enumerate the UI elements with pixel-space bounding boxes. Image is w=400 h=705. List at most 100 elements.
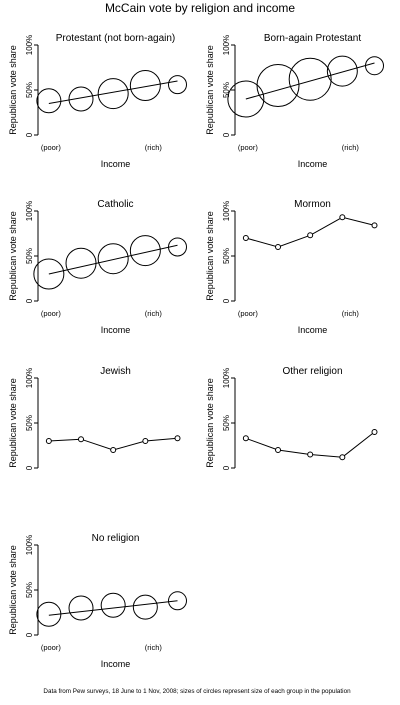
- data-point: [45, 438, 52, 444]
- x-tick-label: (rich): [342, 143, 360, 152]
- y-tick-label: 0: [25, 632, 34, 637]
- x-axis-label: Income: [101, 659, 131, 669]
- data-point: [97, 243, 129, 275]
- panel-title: Born-again Protestant: [264, 33, 362, 44]
- panels: 0 50% 100% Republican vote share Protestant …: [8, 33, 384, 669]
- y-axis-label: Republican vote share: [8, 211, 18, 301]
- x-tick-label: (rich): [342, 309, 360, 318]
- y-tick-label: 100%: [25, 35, 34, 55]
- y-tick-label: 0: [25, 298, 34, 303]
- x-tick-label: (rich): [145, 143, 163, 152]
- data-point: [371, 222, 378, 229]
- y-tick-label: 50%: [222, 248, 231, 264]
- y-tick-label: 0: [222, 298, 231, 303]
- panel-title: No religion: [92, 533, 140, 544]
- data-point: [68, 595, 94, 621]
- data-point: [36, 88, 62, 114]
- data-point: [227, 80, 265, 118]
- data-point: [307, 451, 314, 458]
- panel-title: Mormon: [294, 199, 331, 210]
- data-point: [275, 244, 282, 250]
- trend-line: [48, 600, 178, 616]
- data-point: [365, 56, 384, 76]
- data-point: [174, 435, 181, 442]
- data-point: [110, 447, 117, 453]
- panel-title: Jewish: [100, 366, 131, 377]
- data-point: [97, 78, 129, 110]
- data-point: [275, 447, 282, 453]
- x-axis-label: Income: [298, 325, 328, 335]
- data-point: [288, 57, 332, 101]
- trend-line: [245, 62, 375, 100]
- data-point: [68, 86, 94, 112]
- y-tick-label: 50%: [25, 248, 34, 264]
- data-point: [100, 592, 126, 618]
- panel-protestant-not-born-again: 0 50% 100% Republican vote share Protestant …: [8, 33, 187, 169]
- x-tick-label: (poor): [41, 643, 62, 652]
- y-tick-label: 50%: [25, 82, 34, 98]
- data-point: [371, 429, 378, 435]
- x-tick-label: (poor): [238, 143, 259, 152]
- panel-title: Other religion: [282, 366, 342, 377]
- data-point: [307, 232, 314, 239]
- data-point: [242, 235, 249, 241]
- x-tick-label: (poor): [41, 143, 62, 152]
- data-point: [339, 214, 346, 221]
- data-point: [129, 70, 161, 101]
- trend-line: [48, 80, 178, 104]
- y-axis-label: Republican vote share: [8, 545, 18, 635]
- panel-title: Protestant (not born-again): [56, 33, 176, 44]
- x-axis-label: Income: [101, 325, 131, 335]
- chart-title: McCain vote by religion and income: [105, 1, 295, 15]
- x-tick-label: (poor): [41, 309, 62, 318]
- data-point: [242, 435, 249, 442]
- data-point: [142, 438, 149, 444]
- y-tick-label: 50%: [222, 415, 231, 431]
- x-tick-label: (poor): [238, 309, 259, 318]
- panel-no-religion: 0 50% 100% Republican vote share No religion…: [8, 533, 187, 669]
- x-tick-label: (rich): [145, 309, 163, 318]
- y-tick-label: 0: [25, 132, 34, 137]
- y-tick-label: 100%: [222, 35, 231, 55]
- chart-footnote: Data from Pew surveys, 18 June to 1 Nov,…: [43, 688, 351, 695]
- data-point: [33, 258, 65, 290]
- y-tick-label: 0: [222, 465, 231, 470]
- y-tick-label: 100%: [25, 201, 34, 221]
- data-point: [326, 55, 358, 87]
- y-tick-label: 100%: [25, 368, 34, 388]
- y-tick-label: 100%: [222, 368, 231, 388]
- y-axis-label: Republican vote share: [8, 45, 18, 135]
- x-axis-label: Income: [101, 159, 131, 169]
- y-tick-label: 0: [222, 132, 231, 137]
- y-tick-label: 100%: [25, 535, 34, 555]
- y-tick-label: 100%: [222, 201, 231, 221]
- panel-catholic: 0 50% 100% Republican vote share Catholic (po…: [8, 199, 187, 335]
- y-tick-label: 50%: [25, 415, 34, 431]
- trend-line: [48, 244, 178, 275]
- panel-mormon: 0 50% 100% Republican vote share Mormon (poor…: [205, 199, 378, 335]
- x-axis-label: Income: [298, 159, 328, 169]
- data-point: [168, 591, 187, 611]
- data-point: [129, 235, 161, 267]
- series-line: [245, 216, 375, 248]
- panel-jewish: 0 50% 100% Republican vote share Jewish: [8, 366, 181, 470]
- panel-born-again-protestant: 0 50% 100% Republican vote share Born-again …: [205, 33, 384, 169]
- data-point: [78, 436, 85, 443]
- data-point: [256, 64, 300, 107]
- data-point: [65, 247, 97, 279]
- data-point: [339, 454, 346, 461]
- y-axis-label: Republican vote share: [205, 211, 215, 301]
- panel-other-religion: 0 50% 100% Republican vote share Other relig…: [205, 366, 378, 470]
- data-point: [132, 594, 158, 620]
- data-point: [168, 75, 187, 95]
- y-tick-label: 50%: [222, 82, 231, 98]
- y-axis-label: Republican vote share: [205, 378, 215, 468]
- x-tick-label: (rich): [145, 643, 163, 652]
- y-axis-label: Republican vote share: [8, 378, 18, 468]
- y-axis-label: Republican vote share: [205, 45, 215, 135]
- y-tick-label: 0: [25, 465, 34, 470]
- y-tick-label: 50%: [25, 582, 34, 598]
- panel-title: Catholic: [97, 199, 133, 210]
